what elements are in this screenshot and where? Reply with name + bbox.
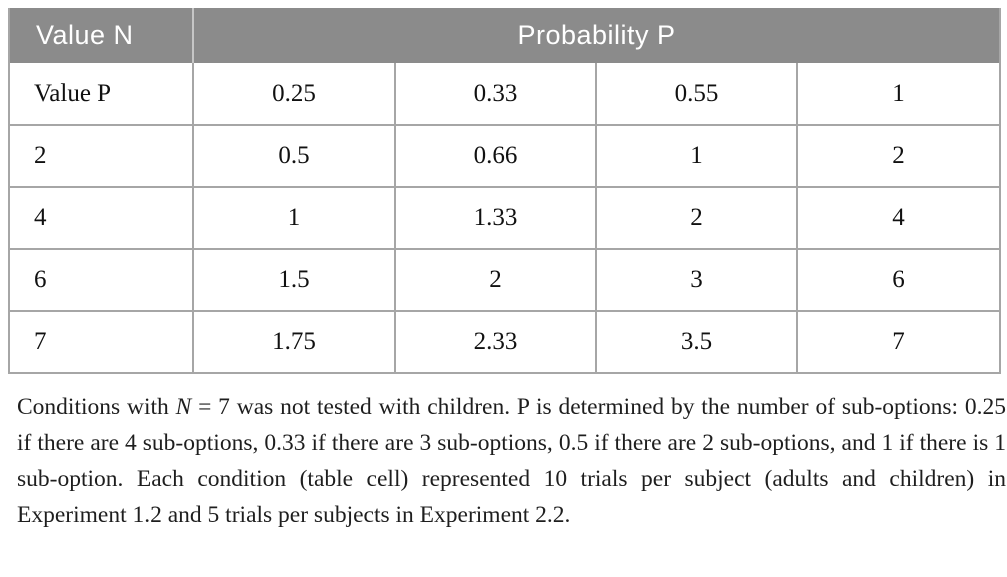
table-header-row: Value N Probability P: [9, 8, 1001, 63]
table-cell: 2: [8, 124, 194, 188]
table-row: 4 1 1.33 2 4: [8, 186, 1002, 250]
table-cell: 0.33: [394, 63, 597, 126]
table-row: 7 1.75 2.33 3.5 7: [8, 310, 1002, 374]
caption-text-after: = 7 was not tested with children. P is d…: [17, 394, 1006, 528]
table-cell: 0.55: [595, 63, 798, 126]
table-cell: 2: [595, 186, 798, 250]
header-value-n: Value N: [9, 8, 193, 63]
page: Value N Probability P Value P 0.25 0.33 …: [8, 8, 1006, 533]
table-cell: 1.33: [394, 186, 597, 250]
table-cell: 7: [8, 310, 194, 374]
table-cell: 1: [192, 186, 396, 250]
table-cell: 4: [8, 186, 194, 250]
table-row: Value P 0.25 0.33 0.55 1: [8, 63, 1002, 126]
table-cell: 0.5: [192, 124, 396, 188]
table-cell: 4: [795, 186, 1002, 250]
header-probability-p: Probability P: [191, 8, 1001, 63]
table-cell: Value P: [8, 63, 194, 126]
table-cell: 6: [795, 248, 1002, 312]
table-cell: 1: [595, 124, 798, 188]
table-caption: Conditions with N = 7 was not tested wit…: [17, 389, 1006, 533]
table-cell: 7: [795, 310, 1002, 374]
table-cell: 1: [795, 63, 1002, 126]
caption-italic-n: N: [175, 394, 192, 420]
table-cell: 2: [394, 248, 597, 312]
table-cell: 0.25: [192, 63, 396, 126]
table-cell: 0.66: [394, 124, 597, 188]
table-row: 6 1.5 2 3 6: [8, 248, 1002, 312]
table-cell: 1.5: [192, 248, 396, 312]
table-cell: 6: [8, 248, 194, 312]
table-cell: 2.33: [394, 310, 597, 374]
table-cell: 3: [595, 248, 798, 312]
table-cell: 2: [795, 124, 1002, 188]
table-cell: 1.75: [192, 310, 396, 374]
caption-text-before: Conditions with: [17, 394, 176, 420]
conditions-table: Value N Probability P Value P 0.25 0.33 …: [8, 8, 1002, 374]
table-row: 2 0.5 0.66 1 2: [8, 124, 1002, 188]
table-cell: 3.5: [595, 310, 798, 374]
